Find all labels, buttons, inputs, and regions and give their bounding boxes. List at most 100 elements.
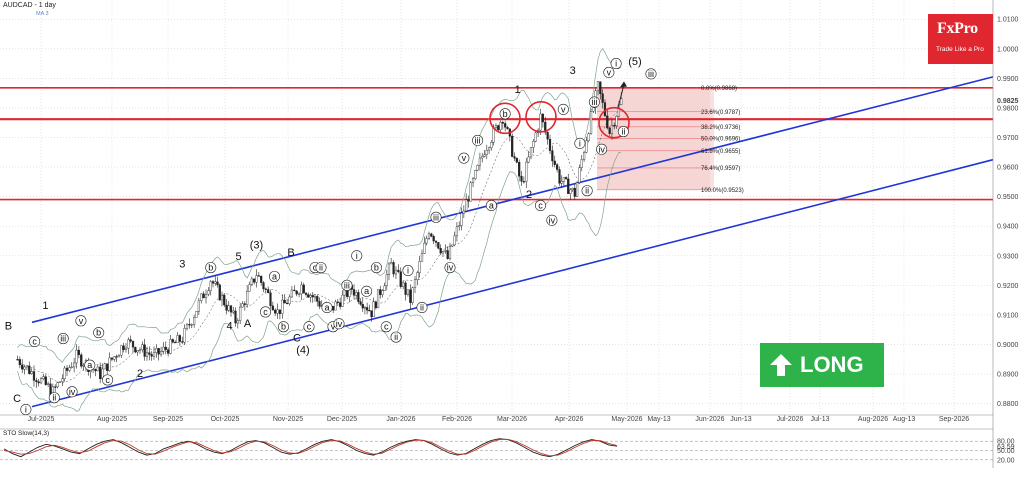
- wave-label: ii: [420, 303, 424, 313]
- candle-body: [615, 116, 618, 126]
- candle-body: [548, 139, 552, 151]
- wave-label: c: [307, 322, 312, 332]
- candle-body: [96, 366, 99, 372]
- wave-label-circle: [29, 336, 41, 348]
- wave-label: iii: [60, 334, 66, 344]
- wave-label-circle: [361, 285, 373, 297]
- wave-label: b: [208, 263, 213, 273]
- candle-body: [241, 303, 244, 308]
- fibonacci-label: 50.0%(0.9696): [701, 137, 740, 143]
- wave-label: 1: [515, 84, 521, 96]
- price-tick-label: 0.9700: [997, 135, 1019, 142]
- wave-label-circle: [205, 262, 217, 274]
- fibonacci-labels: 0.0%(0.9868) 23.6%(0.9787) 38.2%(0.9736) 50…: [701, 86, 744, 194]
- candle-body: [155, 348, 158, 353]
- candle-body: [309, 295, 312, 298]
- candle-body: [209, 281, 212, 291]
- arrow-up-icon: [770, 354, 792, 376]
- long-signal-badge: LONG: [760, 343, 884, 387]
- candle-body: [44, 376, 47, 385]
- candle-body: [311, 295, 314, 298]
- candle-body: [580, 159, 583, 168]
- wave-label-circle: [66, 386, 78, 398]
- candle-body: [416, 272, 419, 280]
- wave-label: 4: [226, 321, 232, 333]
- candle-body: [216, 281, 219, 286]
- wave-label: iv: [447, 263, 454, 273]
- candle-body: [465, 199, 468, 212]
- forecast-arrow-head: [620, 81, 627, 88]
- wave-label: v: [331, 322, 336, 332]
- candle-body: [236, 320, 239, 324]
- date-axis: Jul-2025 Aug-2025 Sep-2025 Oct-2025 Nov-2025…: [0, 414, 993, 423]
- candle-body: [558, 169, 561, 184]
- candle-body: [467, 199, 470, 202]
- wave-label-circle: [430, 211, 442, 223]
- candle-body: [318, 301, 321, 307]
- bollinger-upper: [17, 47, 622, 363]
- candle-body: [269, 292, 272, 307]
- candle-body: [94, 369, 97, 372]
- candle-body: [274, 309, 277, 314]
- stochastic-tick-label: 50.00: [997, 448, 1015, 455]
- candle-body: [406, 289, 410, 295]
- wave-label: i: [356, 251, 358, 261]
- candle-body: [167, 349, 170, 354]
- wave-label: v: [79, 316, 84, 326]
- candle-body: [298, 293, 301, 295]
- candle-body: [28, 365, 31, 374]
- circled-area: [598, 106, 630, 139]
- candle-body: [427, 233, 431, 239]
- candle-body: [520, 175, 523, 182]
- candle-body: [439, 248, 442, 254]
- wave-label-circle: [259, 306, 271, 318]
- candle-body: [402, 282, 405, 287]
- wave-label: i: [25, 405, 27, 415]
- wave-label-circle: [645, 68, 657, 80]
- candle-body: [485, 149, 488, 155]
- candle-body: [522, 181, 525, 183]
- candle-body: [73, 362, 76, 368]
- candle-body: [501, 122, 504, 124]
- candle-body: [61, 378, 64, 383]
- candle-body: [569, 189, 572, 195]
- candle-body: [115, 356, 118, 358]
- candle-body: [423, 242, 426, 254]
- candle-body: [304, 292, 308, 295]
- wave-label: a: [272, 271, 277, 281]
- candle-body: [136, 350, 139, 353]
- circled-areas: [489, 81, 630, 139]
- wave-label: 3: [570, 65, 576, 77]
- candle-body: [131, 340, 135, 348]
- candle-body: [573, 187, 576, 197]
- candle-body: [129, 339, 132, 342]
- candle-body: [481, 156, 484, 159]
- candle-body: [302, 284, 305, 294]
- candle-body: [587, 133, 590, 141]
- candle-body: [361, 304, 364, 309]
- candle-body: [143, 344, 146, 357]
- date-tick-label: Jun-13: [730, 416, 752, 423]
- candle-body: [562, 177, 565, 182]
- candle-body: [145, 352, 149, 357]
- candle-body: [253, 278, 256, 283]
- date-tick-label: Oct-2025: [211, 416, 240, 423]
- candle-body: [223, 295, 226, 306]
- candle-body: [30, 371, 33, 374]
- wave-label-circle: [351, 250, 363, 262]
- candle-body: [21, 364, 24, 370]
- indicator-tag: MA 3: [36, 11, 49, 17]
- candle-body: [276, 309, 279, 314]
- candle-body: [471, 178, 475, 184]
- wave-label: ii: [621, 127, 625, 137]
- candle-body: [460, 213, 463, 226]
- wave-label-circle: [93, 327, 105, 339]
- candle-body: [571, 187, 574, 191]
- price-tick-label: 0.9100: [997, 312, 1019, 319]
- candle-body: [58, 381, 62, 383]
- stochastic-tick-label: 80.00: [997, 439, 1015, 446]
- candle-body: [397, 269, 400, 272]
- candle-body: [239, 306, 242, 321]
